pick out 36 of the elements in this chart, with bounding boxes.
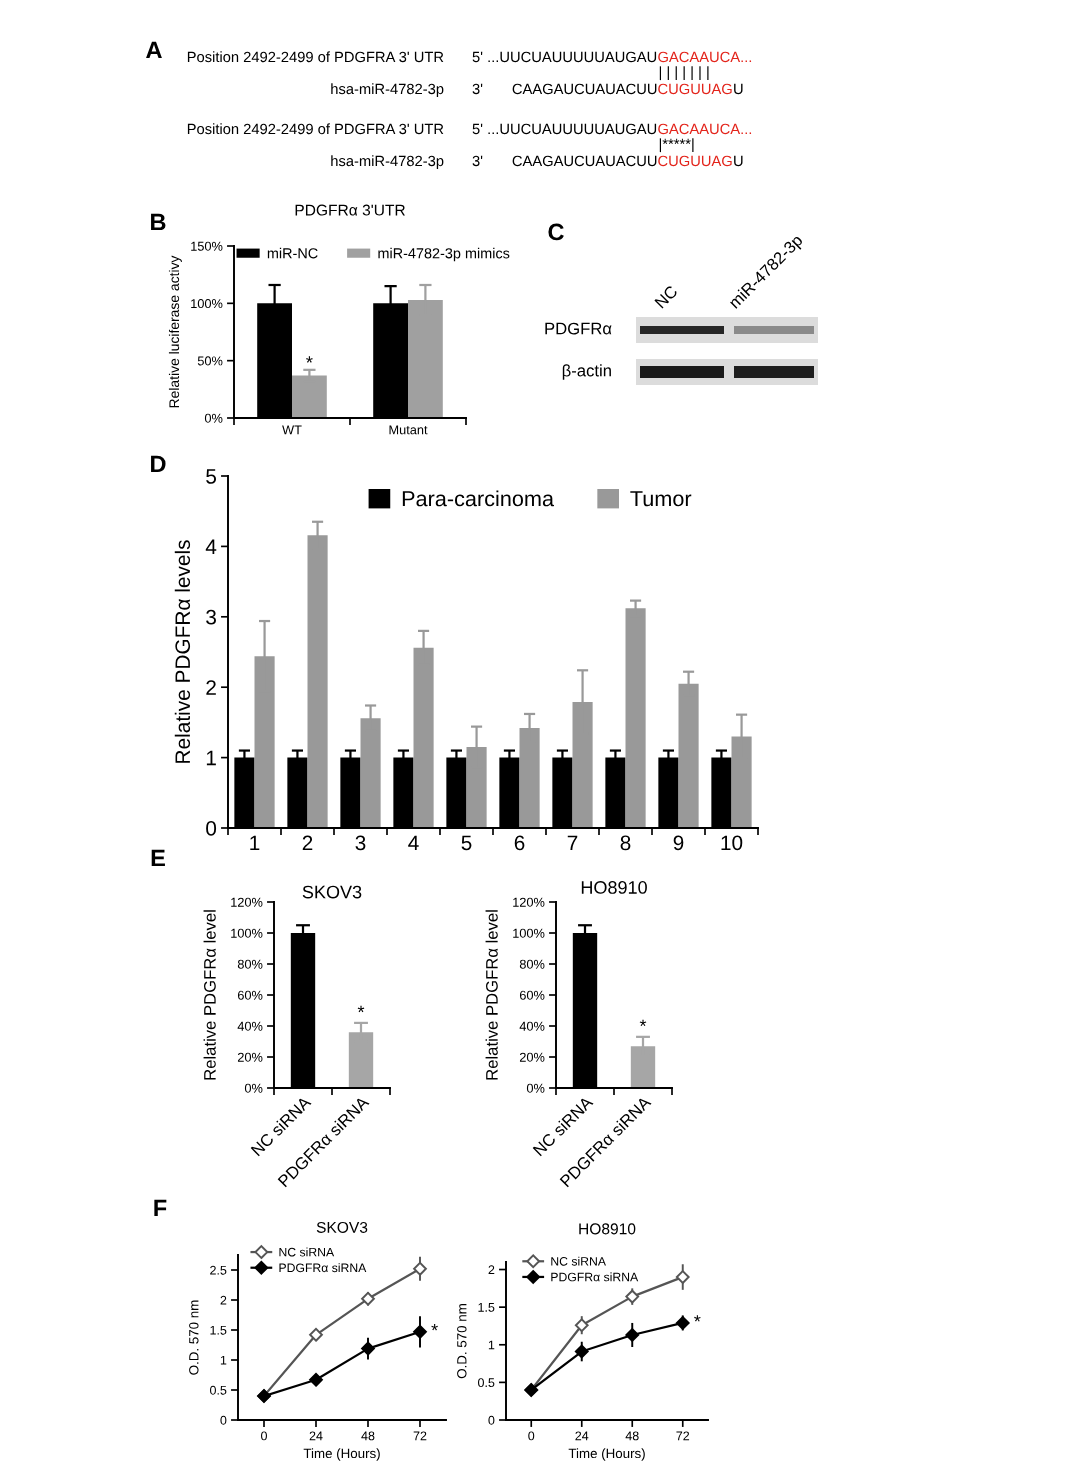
legend-label: Tumor [630, 491, 692, 507]
annotation: * [357, 1005, 365, 1013]
text: B [151, 213, 166, 231]
text: PDGFRα [545, 322, 612, 335]
y-tick-label: 3 [206, 609, 216, 625]
annotation: * [431, 1324, 438, 1331]
text: C [548, 223, 564, 241]
legend-label: Para-carcinoma [402, 490, 555, 507]
y-axis-title: Relative PDGFRα level [203, 910, 216, 1080]
annotation: * [694, 1315, 701, 1322]
y-axis-title: Relative PDGFRα levels [174, 540, 191, 763]
chart-title: HO8910 [581, 881, 647, 894]
y-tick-label: 5 [206, 469, 217, 484]
x-tick-label: 4 [408, 835, 419, 851]
x-tick-label: 2 [302, 835, 313, 851]
x-tick-label: 3 [355, 835, 366, 851]
annotation: * [306, 356, 313, 363]
y-tick-label: 2 [206, 680, 216, 695]
x-tick-label: 10 [721, 835, 743, 851]
x-tick-label: 7 [567, 835, 578, 851]
annotation: * [639, 1019, 647, 1027]
x-tick-label: 8 [620, 835, 631, 851]
y-tick-label: 0 [206, 821, 217, 836]
x-tick-label: 5 [461, 835, 472, 851]
text: E [151, 849, 165, 867]
text: NC [654, 284, 679, 309]
text: D [151, 455, 166, 473]
x-tick-label: 6 [514, 835, 525, 851]
x-tick-label: 9 [673, 835, 684, 851]
text: F [154, 1199, 167, 1217]
text: A [146, 41, 162, 59]
text: β-actin [562, 364, 611, 380]
y-axis-title: Relative PDGFRα level [485, 910, 498, 1080]
y-tick-label: 4 [205, 539, 217, 554]
chart-title: SKOV3 [302, 885, 362, 899]
y-tick-label: 1 [206, 750, 216, 766]
